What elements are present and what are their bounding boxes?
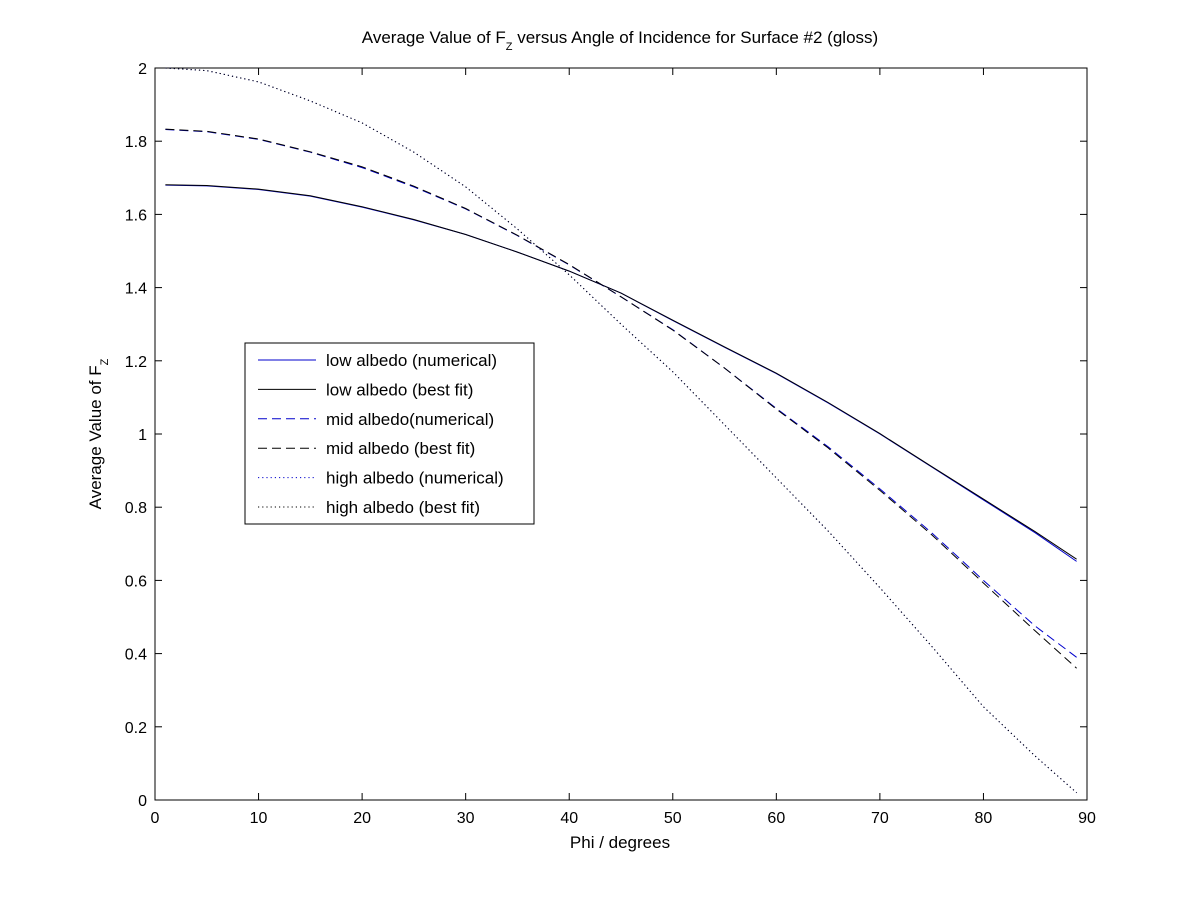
legend-label: high albedo (best fit) <box>326 498 480 517</box>
x-tick-label: 40 <box>560 810 578 827</box>
y-tick-label: 0 <box>138 793 147 810</box>
y-tick-label: 0.2 <box>125 720 147 737</box>
x-axis-ticks: 0 10 20 30 40 50 60 70 80 90 <box>151 68 1096 827</box>
x-tick-label: 90 <box>1078 810 1096 827</box>
y-tick-label: 1.6 <box>125 207 147 224</box>
x-tick-label: 80 <box>975 810 993 827</box>
legend-box <box>244 342 535 525</box>
y-tick-label: 1 <box>138 427 147 444</box>
y-axis-label: Average Value of FZ <box>86 358 111 509</box>
x-tick-label: 0 <box>151 810 160 827</box>
x-tick-label: 70 <box>871 810 889 827</box>
legend-label: mid albedo (best fit) <box>326 439 475 458</box>
x-tick-label: 20 <box>353 810 371 827</box>
y-tick-label: 0.8 <box>125 500 147 517</box>
legend-label: mid albedo(numerical) <box>326 410 494 429</box>
x-tick-label: 30 <box>457 810 475 827</box>
series-lines <box>165 67 1077 794</box>
y-tick-label: 2 <box>138 61 147 78</box>
series-line-6 <box>165 67 1077 794</box>
x-tick-label: 50 <box>664 810 682 827</box>
legend-label: high albedo (numerical) <box>326 469 504 488</box>
y-axis-ticks: 0 0.2 0.4 0.6 0.8 1 1.2 1.4 1.6 1.8 2 <box>125 61 1087 810</box>
series-line-4 <box>165 128 1077 669</box>
legend-label: low albedo (numerical) <box>326 351 497 370</box>
y-tick-label: 1.8 <box>125 134 147 151</box>
x-tick-label: 10 <box>250 810 268 827</box>
x-tick-label: 60 <box>767 810 785 827</box>
legend-items: low albedo (numerical) low albedo (best f… <box>258 351 504 517</box>
y-tick-label: 1.2 <box>125 354 147 371</box>
legend-label: low albedo (best fit) <box>326 380 473 399</box>
y-tick-label: 0.4 <box>125 647 147 664</box>
x-axis-label: Phi / degrees <box>570 833 670 852</box>
y-tick-label: 1.4 <box>125 281 147 298</box>
y-tick-label: 0.6 <box>125 573 147 590</box>
legend: low albedo (numerical) low albedo (best f… <box>244 342 535 525</box>
chart-title: Average Value of FZ versus Angle of Inci… <box>362 28 878 53</box>
series-line-2 <box>165 184 1077 560</box>
